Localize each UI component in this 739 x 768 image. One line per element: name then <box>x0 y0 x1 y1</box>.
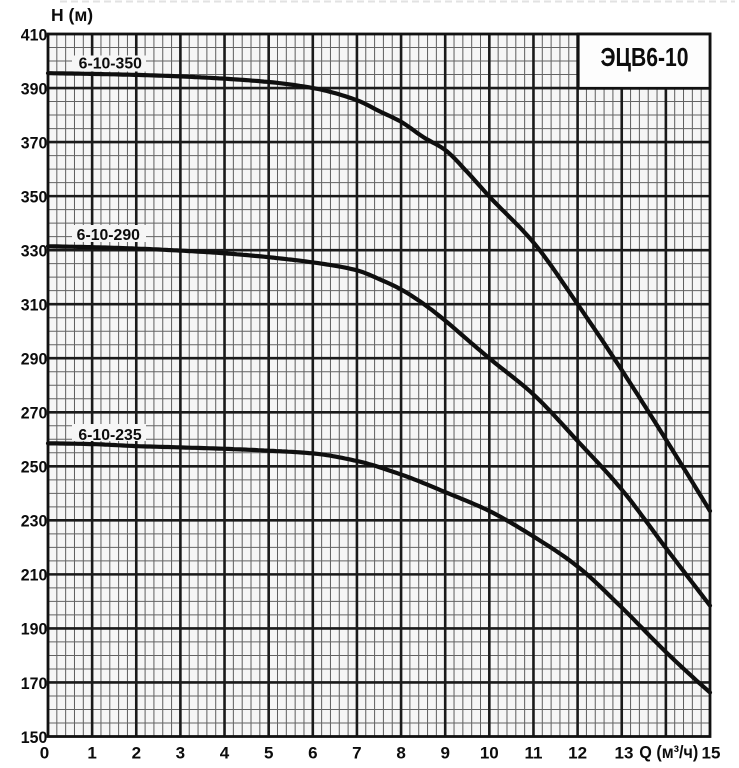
svg-text:10: 10 <box>480 744 499 763</box>
svg-text:410: 410 <box>21 25 48 44</box>
svg-text:230: 230 <box>21 512 48 531</box>
svg-text:6-10-350: 6-10-350 <box>79 55 142 72</box>
svg-text:7: 7 <box>352 744 361 763</box>
svg-text:13: 13 <box>615 744 634 763</box>
svg-text:Q (м³/ч): Q (м³/ч) <box>639 742 698 762</box>
svg-text:210: 210 <box>21 566 48 585</box>
svg-text:5: 5 <box>264 744 273 763</box>
svg-text:330: 330 <box>21 242 48 261</box>
svg-text:3: 3 <box>176 744 185 763</box>
svg-text:150: 150 <box>21 728 48 747</box>
svg-text:310: 310 <box>21 296 48 315</box>
svg-text:8: 8 <box>396 744 405 763</box>
svg-text:250: 250 <box>21 458 48 477</box>
svg-text:6-10-235: 6-10-235 <box>78 427 141 444</box>
svg-text:0: 0 <box>40 744 49 763</box>
svg-text:6-10-290: 6-10-290 <box>77 227 140 244</box>
svg-text:2: 2 <box>132 744 141 763</box>
svg-text:15: 15 <box>702 744 721 763</box>
svg-text:1: 1 <box>87 744 96 763</box>
svg-text:Н (м): Н (м) <box>51 5 93 25</box>
svg-text:170: 170 <box>21 674 48 693</box>
svg-text:190: 190 <box>21 620 48 639</box>
svg-text:390: 390 <box>21 79 48 98</box>
svg-text:370: 370 <box>21 133 48 152</box>
svg-text:11: 11 <box>525 744 543 763</box>
svg-text:290: 290 <box>21 350 48 369</box>
svg-text:9: 9 <box>440 744 449 763</box>
svg-text:ЭЦВ6-10: ЭЦВ6-10 <box>601 42 689 72</box>
svg-text:4: 4 <box>220 744 230 763</box>
svg-text:6: 6 <box>308 744 317 763</box>
svg-text:270: 270 <box>21 404 48 423</box>
svg-text:12: 12 <box>568 744 587 763</box>
svg-text:350: 350 <box>21 187 48 206</box>
